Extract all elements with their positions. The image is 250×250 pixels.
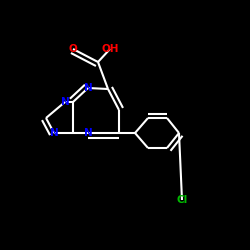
Text: Cl: Cl	[176, 195, 188, 205]
Text: OH: OH	[101, 44, 119, 54]
Text: O: O	[68, 44, 78, 54]
Text: N: N	[50, 128, 58, 138]
Text: N: N	[84, 83, 92, 93]
Text: N: N	[60, 97, 70, 107]
Text: N: N	[84, 128, 92, 138]
